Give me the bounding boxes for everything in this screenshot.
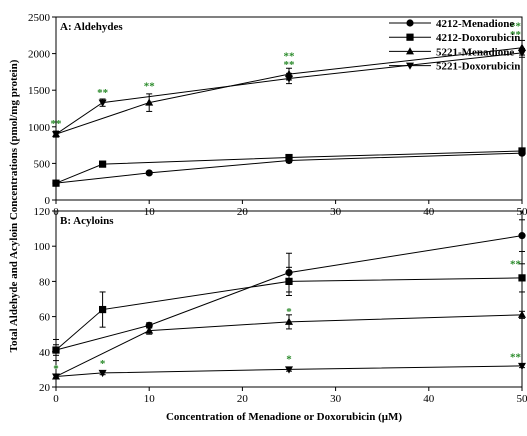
significance-marker: ** <box>144 80 156 92</box>
series-4212-doxorubicin <box>52 147 525 186</box>
significance-marker: ** <box>51 118 63 130</box>
y-tick-label: 1000 <box>28 122 51 134</box>
legend-label: 4212-Menadione <box>436 18 514 30</box>
data-point <box>99 306 106 313</box>
data-point <box>52 346 59 353</box>
data-point <box>285 318 293 325</box>
significance-marker: * <box>286 306 292 318</box>
series-5221-doxorubicin <box>52 363 526 381</box>
x-tick-label: 40 <box>423 206 435 218</box>
y-tick-label: 1500 <box>28 85 51 97</box>
data-point <box>518 147 525 154</box>
significance-marker: ** <box>97 87 109 99</box>
legend-marker <box>406 34 413 41</box>
y-tick-label: 20 <box>39 382 51 394</box>
legend-label: 5221-Doxorubicin <box>436 61 520 73</box>
data-point <box>99 100 107 107</box>
data-point <box>285 366 293 373</box>
panel-title: B: Acyloins <box>60 215 114 227</box>
significance-marker: * <box>53 363 59 375</box>
x-tick-label: 10 <box>144 393 156 405</box>
legend-label: 4212-Doxorubicin <box>436 32 520 44</box>
legend-marker <box>406 63 414 70</box>
y-tick-label: 2500 <box>28 12 51 24</box>
legend-marker <box>406 19 413 26</box>
data-point <box>99 161 106 168</box>
significance-marker: * <box>286 353 292 365</box>
x-tick-label: 0 <box>53 393 59 405</box>
y-tick-label: 120 <box>34 206 51 218</box>
x-axis-label: Concentration of Menadione or Doxorubici… <box>166 411 402 423</box>
y-tick-label: 80 <box>39 276 51 288</box>
significance-marker: ** <box>284 59 296 71</box>
data-point <box>146 169 153 176</box>
x-tick-label: 50 <box>517 393 527 405</box>
data-point <box>285 278 292 285</box>
x-tick-label: 10 <box>144 206 156 218</box>
x-tick-label: 40 <box>423 393 435 405</box>
x-tick-label: 30 <box>330 393 342 405</box>
plot-frame <box>56 17 522 200</box>
y-tick-label: 60 <box>39 312 51 324</box>
y-tick-label: 500 <box>34 158 51 170</box>
legend: 4212-Menadione 4212-Doxorubicin 5221-Menad… <box>389 18 520 73</box>
y-tick-label: 100 <box>34 241 51 253</box>
panel-title: A: Aldehydes <box>60 21 123 33</box>
data-point <box>52 180 59 187</box>
significance-marker: ** <box>510 258 522 270</box>
y-tick-label: 2000 <box>28 49 51 61</box>
data-point <box>518 232 525 239</box>
data-point <box>518 274 525 281</box>
y-axis-label: Total Aldehyde and Acyloin Concentration… <box>8 59 20 352</box>
data-point <box>285 154 292 161</box>
x-tick-label: 20 <box>237 393 249 405</box>
significance-marker: * <box>100 358 106 370</box>
legend-label: 5221-Menadione <box>436 46 514 58</box>
y-tick-label: 40 <box>39 347 51 359</box>
x-tick-label: 20 <box>237 206 249 218</box>
significance-marker: ** <box>510 352 522 364</box>
data-point <box>518 363 526 370</box>
x-tick-label: 30 <box>330 206 342 218</box>
legend-marker <box>406 47 414 54</box>
